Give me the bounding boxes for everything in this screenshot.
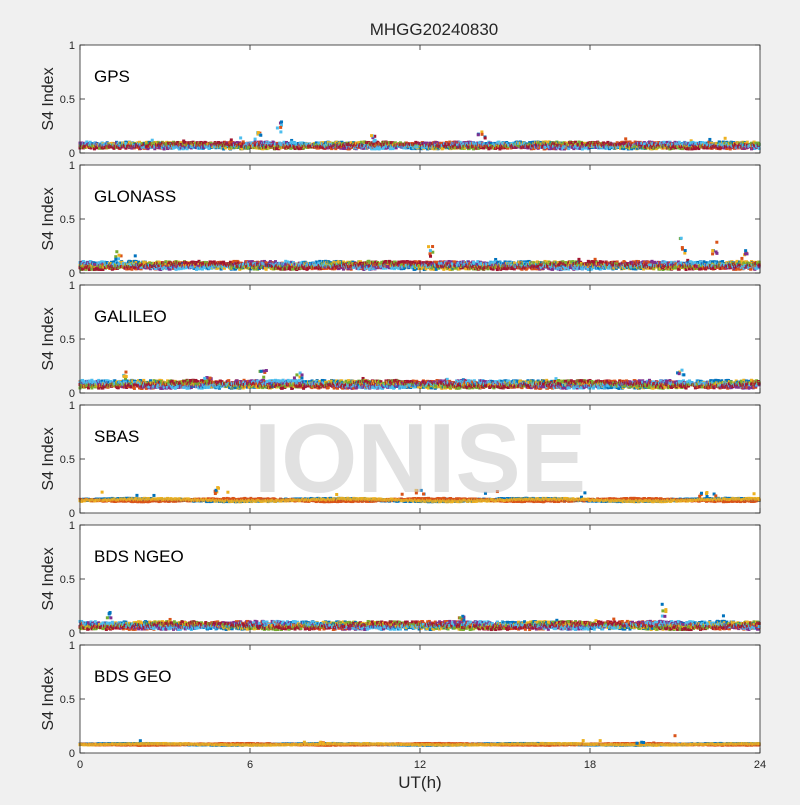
data-point <box>257 131 260 134</box>
y-tick-label: 0 <box>69 148 75 160</box>
data-point <box>370 134 373 137</box>
data-point <box>724 137 727 140</box>
data-point <box>477 133 480 136</box>
data-point <box>624 137 627 140</box>
data-point <box>265 268 268 271</box>
data-point <box>254 138 257 141</box>
data-point <box>239 136 242 139</box>
data-point <box>481 133 484 136</box>
data-point <box>276 126 279 129</box>
data-point <box>279 130 282 133</box>
data-point <box>280 120 283 123</box>
y-axis-label: S4 Index <box>40 67 57 130</box>
data-point <box>306 267 309 270</box>
data-point <box>484 136 487 139</box>
chart-title: MHGG20240830 <box>370 20 499 39</box>
y-tick-label: 0.5 <box>60 94 75 106</box>
plot-area <box>80 45 760 153</box>
data-point <box>259 134 262 137</box>
data-point <box>279 126 282 129</box>
data-point <box>230 138 233 141</box>
plot-area <box>80 165 760 273</box>
panel-label: GPS <box>94 67 130 86</box>
y-tick-label: 1 <box>69 40 75 52</box>
data-point <box>134 254 137 257</box>
data-point <box>374 139 377 142</box>
panel-gps: 0 0.5 1 S4 Index GPS <box>40 40 761 160</box>
data-point <box>708 138 711 141</box>
